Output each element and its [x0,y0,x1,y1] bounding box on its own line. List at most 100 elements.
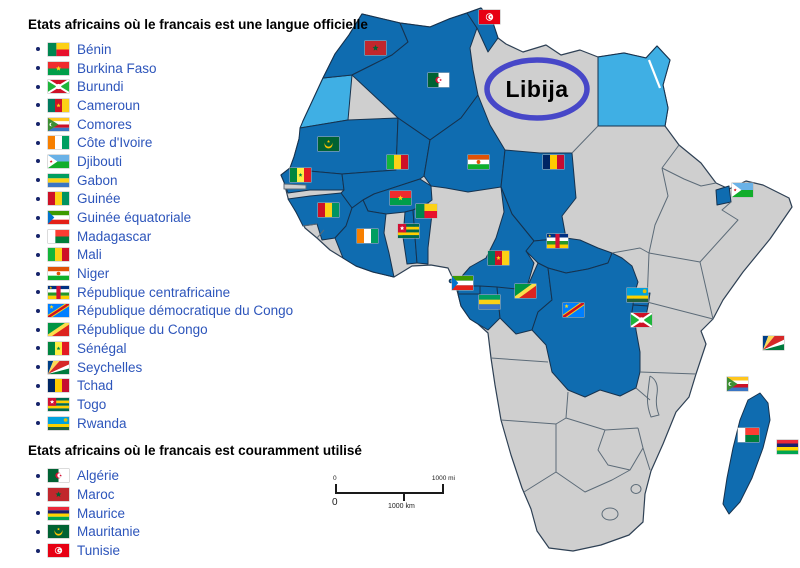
country-link[interactable]: Comores [77,116,132,132]
country-link[interactable]: Mali [77,247,102,263]
tchad-flag-icon [48,379,69,393]
bullet-icon [36,140,40,145]
country-list-item: Rwanda [36,414,368,433]
djibouti-flag-icon [48,154,69,168]
burkina-flag-icon [48,61,69,75]
libya-label: Libija [505,76,568,102]
country-list-item: Maroc [36,485,368,504]
country-list-item: Gabon [36,171,368,190]
country-link[interactable]: Burundi [77,79,124,95]
country-link[interactable]: Algérie [77,468,120,484]
gulf-of-suez [647,59,662,89]
scale-tick-km [403,494,405,501]
country-link[interactable]: Tunisie [77,543,121,559]
country-link[interactable]: Cameroun [77,97,141,113]
rwanda-flag-icon [48,416,69,430]
scale-zero-mi-label: 0 [333,475,337,482]
country-borders-gray [302,125,739,493]
bullet-icon [36,529,40,534]
bullet-icon [36,234,40,239]
bullet-icon [36,421,40,426]
bullet-icon [36,103,40,108]
bullet-icon [36,327,40,332]
bullet-icon [36,178,40,183]
bullet-icon [36,47,40,52]
country-list-item: Cameroun [36,96,368,115]
country-swaziland [630,484,642,494]
country-dr-congo [531,252,641,398]
country-link[interactable]: Guinée [77,191,121,207]
country-link[interactable]: Maurice [77,505,126,521]
country-lesotho [601,507,619,521]
country-link[interactable]: Mauritanie [77,524,141,540]
official-section-title: Etats africains où le francais est une l… [28,17,368,32]
country-link[interactable]: Burkina Faso [77,60,157,76]
country-link[interactable]: République démocratique du Congo [77,303,294,319]
scale-tick-right [442,484,444,494]
country-burundi [630,304,649,322]
bullet-icon [36,511,40,516]
country-link[interactable]: Gabon [77,172,118,188]
country-link[interactable]: Rwanda [77,415,127,431]
bullet-icon [36,196,40,201]
bullet-icon [36,308,40,313]
country-link[interactable]: Seychelles [77,359,143,375]
common-country-list: Algérie Maroc Maurice Mauritanie Tunisie [28,466,368,559]
comores-flag-icon [48,117,69,131]
country-madagascar [722,392,771,515]
country-link[interactable]: République du Congo [77,322,208,338]
country-list-item: Tchad [36,376,368,395]
seychelles-flag-icon [48,360,69,374]
country-link[interactable]: Togo [77,396,107,412]
bullet-icon [36,215,40,220]
official-country-list: Bénin Burkina Faso Burundi Cameroun Comores C… [28,40,368,432]
bullet-icon [36,365,40,370]
country-link[interactable]: Côte d'Ivoire [77,135,153,151]
country-list-item: Mali [36,246,368,265]
bullet-icon [36,383,40,388]
rca-flag-icon [48,285,69,299]
mali-flag-icon [48,248,69,262]
bullet-icon [36,122,40,127]
gabon-flag-icon [48,173,69,187]
country-list-item: Tunisie [36,541,368,560]
country-link[interactable]: Guinée équatoriale [77,210,192,226]
country-list-item: Guinée [36,190,368,209]
country-list-item: Madagascar [36,227,368,246]
country-list-item: Sénégal [36,339,368,358]
country-link[interactable]: Sénégal [77,340,127,356]
country-list-item: Maurice [36,504,368,523]
bullet-icon [36,402,40,407]
country-link[interactable]: Maroc [77,486,115,502]
country-list-item: Djibouti [36,152,368,171]
country-list-item: Togo [36,395,368,414]
country-link[interactable]: Madagascar [77,228,152,244]
scale-tick-left [335,484,337,494]
country-link[interactable]: Bénin [77,41,112,57]
country-link[interactable]: Djibouti [77,153,123,169]
country-list-item: Burkina Faso [36,59,368,78]
algerie-flag-icon [48,469,69,483]
country-link[interactable]: Niger [77,266,110,282]
tunisie-flag-icon [48,544,69,558]
congo-flag-icon [48,323,69,337]
country-gambia [283,183,307,190]
country-list-item: Seychelles [36,358,368,377]
country-list-item: Burundi [36,77,368,96]
country-list-item: Niger [36,264,368,283]
bullet-icon [36,252,40,257]
bullet-icon [36,66,40,71]
country-equatorial-guinea [457,285,481,295]
maurice-flag-icon [48,506,69,520]
niger-flag-icon [48,267,69,281]
bullet-icon [36,290,40,295]
country-list-item: Comores [36,115,368,134]
bullet-icon [36,159,40,164]
country-link[interactable]: République centrafricaine [77,284,231,300]
country-link[interactable]: Tchad [77,378,114,394]
scale-line [335,492,443,494]
country-list-item: République démocratique du Congo [36,302,368,321]
guinee-flag-icon [48,192,69,206]
